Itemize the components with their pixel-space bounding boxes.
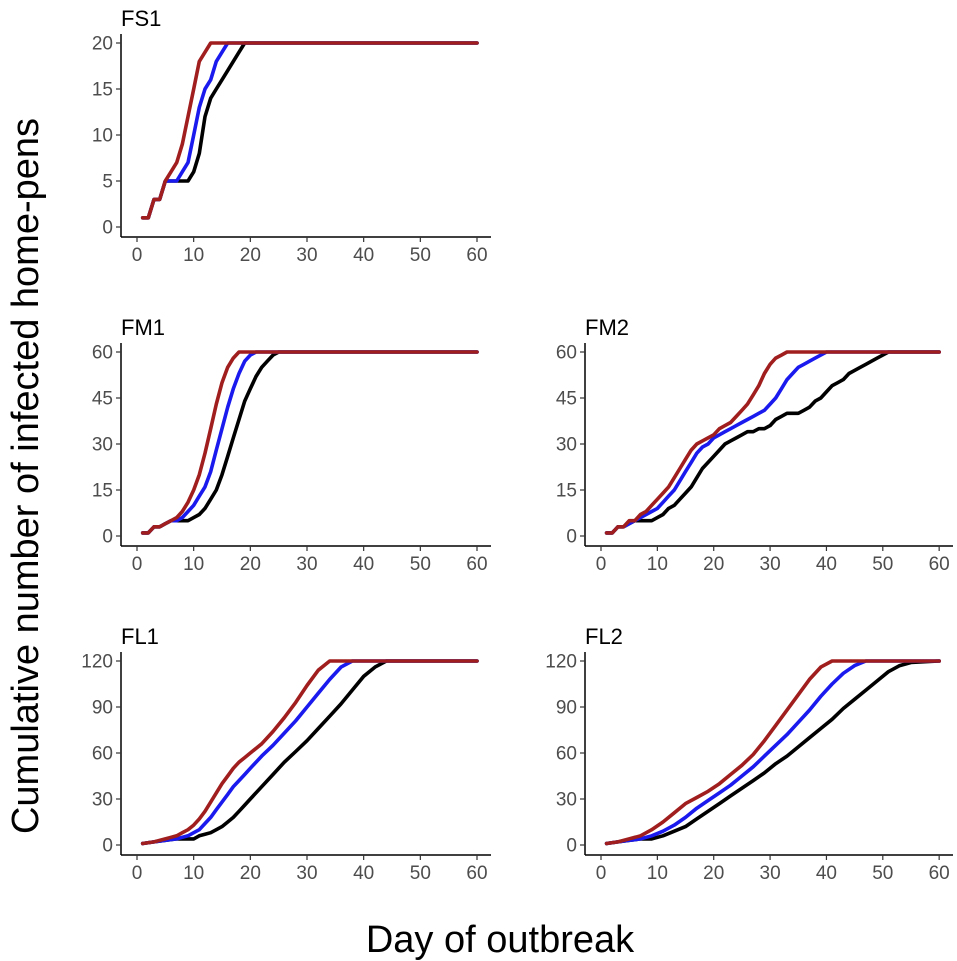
fm2-x-tick-label: 40 <box>816 554 837 575</box>
fl1-title: FL1 <box>121 624 159 649</box>
fm2-title: FM2 <box>585 315 629 340</box>
fm2-red-series-line <box>604 350 942 535</box>
panel-fm2: FM2 0 15 30 45 60 0 10 20 30 40 50 60 <box>556 315 953 575</box>
fl2-x-tick-label: 10 <box>647 863 668 884</box>
fs1-x-tick-label: 0 <box>132 245 143 266</box>
fm2-y-tick-label: 60 <box>556 343 577 364</box>
fl2-y-tick-label: 30 <box>556 790 577 811</box>
fl1-x-tick-label: 10 <box>183 863 204 884</box>
fl1-x-tick-label: 30 <box>296 863 317 884</box>
fl1-y-tick-label: 60 <box>92 744 113 765</box>
fs1-y-tick-label: 20 <box>92 34 113 55</box>
panel-fl2: FL2 0 30 60 90 120 0 10 20 30 40 50 60 <box>545 624 953 884</box>
fm1-red-series-line <box>140 350 479 535</box>
fs1-red-series-line <box>140 41 479 220</box>
fm1-x-tick-label: 20 <box>240 554 261 575</box>
y-axis-title: Cumulative number of infected home-pens <box>5 118 47 834</box>
fm1-y-tick-label: 45 <box>92 389 113 410</box>
fs1-x-tick-label: 50 <box>410 245 431 266</box>
panel-fs1: FS1 0 5 10 15 20 0 10 20 30 40 50 60 <box>92 6 491 266</box>
x-axis-title: Day of outbreak <box>366 919 635 961</box>
fl2-red-series-line <box>604 659 942 846</box>
fm2-black-series-line <box>604 350 942 535</box>
fm1-y-tick-label: 60 <box>92 343 113 364</box>
fl1-black-series-line <box>140 659 479 846</box>
fl1-x-tick-label: 20 <box>240 863 261 884</box>
fl1-y-tick-label: 120 <box>81 652 113 673</box>
fm2-blue-series-line <box>604 350 942 535</box>
fm2-x-tick-label: 50 <box>872 554 893 575</box>
fm1-x-tick-label: 50 <box>410 554 431 575</box>
fl1-y-tick-label: 30 <box>92 790 113 811</box>
fm2-y-tick-label: 15 <box>556 481 577 502</box>
fm2-x-tick-label: 10 <box>647 554 668 575</box>
fl1-y-tick-label: 90 <box>92 698 113 719</box>
fm1-y-tick-label: 30 <box>92 435 113 456</box>
fs1-y-tick-label: 15 <box>92 80 113 101</box>
fl1-blue-series-line <box>140 659 479 846</box>
fs1-x-tick-label: 30 <box>296 245 317 266</box>
fm1-y-tick-label: 0 <box>102 527 113 548</box>
fm1-x-tick-label: 40 <box>353 554 374 575</box>
fs1-y-tick-label: 0 <box>102 218 113 239</box>
fs1-y-tick-label: 10 <box>92 126 113 147</box>
fl2-y-tick-label: 90 <box>556 698 577 719</box>
panel-fl1: FL1 0 30 60 90 120 0 10 20 30 40 50 60 <box>81 624 491 884</box>
fl2-x-tick-label: 0 <box>596 863 607 884</box>
fl1-x-tick-label: 50 <box>410 863 431 884</box>
fl2-title: FL2 <box>585 624 623 649</box>
fs1-x-tick-label: 40 <box>353 245 374 266</box>
fs1-blue-series-line <box>140 41 479 220</box>
fl1-y-tick-label: 0 <box>102 836 113 857</box>
fs1-y-tick-label: 5 <box>102 172 113 193</box>
fl2-y-tick-label: 60 <box>556 744 577 765</box>
fm2-x-tick-label: 60 <box>929 554 950 575</box>
fm2-x-tick-label: 20 <box>703 554 724 575</box>
fm2-x-tick-label: 30 <box>760 554 781 575</box>
fl1-x-tick-label: 40 <box>353 863 374 884</box>
fm2-y-tick-label: 0 <box>566 527 577 548</box>
fl2-y-tick-label: 120 <box>545 652 577 673</box>
fl2-x-tick-label: 50 <box>872 863 893 884</box>
fm1-title: FM1 <box>121 315 165 340</box>
fm1-x-tick-label: 30 <box>296 554 317 575</box>
fm1-x-tick-label: 10 <box>183 554 204 575</box>
fs1-x-tick-label: 20 <box>240 245 261 266</box>
fl2-black-series-line <box>604 659 942 846</box>
fl1-x-tick-label: 0 <box>132 863 143 884</box>
fl2-y-tick-label: 0 <box>566 836 577 857</box>
fm1-y-tick-label: 15 <box>92 481 113 502</box>
fm1-x-tick-label: 60 <box>466 554 487 575</box>
fs1-x-tick-label: 10 <box>183 245 204 266</box>
fm2-y-tick-label: 45 <box>556 389 577 410</box>
fl2-x-tick-label: 20 <box>703 863 724 884</box>
fm2-y-tick-label: 30 <box>556 435 577 456</box>
fm1-x-tick-label: 0 <box>132 554 143 575</box>
fl2-x-tick-label: 40 <box>816 863 837 884</box>
fl2-x-tick-label: 60 <box>929 863 950 884</box>
fm1-blue-series-line <box>140 350 479 535</box>
fs1-x-tick-label: 60 <box>466 245 487 266</box>
fm2-x-tick-label: 0 <box>596 554 607 575</box>
fl1-x-tick-label: 60 <box>466 863 487 884</box>
fl1-red-series-line <box>140 659 479 846</box>
fl2-x-tick-label: 30 <box>760 863 781 884</box>
panel-fm1: FM1 0 15 30 45 60 0 10 20 30 40 50 60 <box>92 315 491 575</box>
fl2-blue-series-line <box>604 659 942 846</box>
fs1-title: FS1 <box>121 6 161 31</box>
